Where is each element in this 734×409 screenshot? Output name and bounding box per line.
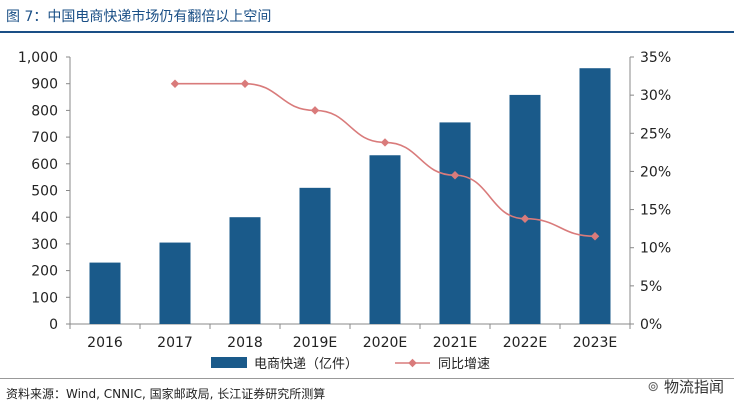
legend-label-bar: 电商快递（亿件）: [254, 357, 358, 372]
wechat-icon: ⊚: [647, 379, 659, 395]
y-right-tick-label: 15%: [640, 203, 671, 219]
y-right-tick-label: 30%: [640, 88, 671, 104]
bar: [90, 263, 121, 324]
y-left-tick-label: 0: [49, 317, 58, 333]
y-left-tick-label: 700: [31, 130, 58, 146]
y-left-tick-label: 100: [31, 290, 58, 306]
y-right-tick-label: 35%: [640, 50, 671, 66]
x-tick-label: 2018: [227, 335, 263, 351]
x-tick-label: 2020E: [363, 335, 407, 351]
y-right-tick-label: 0%: [640, 317, 662, 333]
y-left-tick-label: 500: [31, 184, 58, 200]
bar: [160, 243, 191, 324]
bar: [230, 217, 261, 324]
y-left-tick-label: 400: [31, 210, 58, 226]
y-right-tick-label: 5%: [640, 279, 662, 295]
growth-point: [171, 79, 179, 87]
y-left-tick-label: 300: [31, 237, 58, 253]
x-tick-label: 2023E: [573, 335, 617, 351]
growth-point: [311, 106, 319, 114]
legend-label-line: 同比增速: [438, 357, 490, 372]
growth-point: [241, 79, 249, 87]
bar: [440, 122, 471, 324]
x-tick-label: 2022E: [503, 335, 547, 351]
y-right-tick-label: 20%: [640, 164, 671, 180]
bar: [300, 188, 331, 324]
y-left-tick-label: 800: [31, 103, 58, 119]
source-note: 资料来源：Wind, CNNIC, 国家邮政局, 长江证券研究所测算: [6, 385, 325, 402]
y-left-tick-label: 200: [31, 264, 58, 280]
bar: [370, 155, 401, 324]
x-tick-label: 2017: [157, 335, 193, 351]
legend-swatch-bar: [211, 357, 247, 368]
bar: [580, 68, 611, 324]
y-left-tick-label: 1,000: [18, 50, 58, 66]
x-tick-label: 2019E: [293, 335, 337, 351]
x-tick-label: 2021E: [433, 335, 477, 351]
bar: [510, 95, 541, 324]
legend-swatch-marker: [408, 359, 416, 367]
y-left-tick-label: 900: [31, 77, 58, 93]
growth-point: [381, 138, 389, 146]
watermark: ⊚ 物流指闻: [647, 376, 724, 397]
chart-canvas: 0 100 200 300 400 500 600 700 800 900 1,000 0% 5% 10%…: [0, 0, 734, 378]
y-right-tick-label: 25%: [640, 126, 671, 142]
watermark-text: 物流指闻: [664, 376, 724, 397]
x-tick-label: 2016: [87, 335, 123, 351]
source-divider: [0, 378, 734, 379]
y-right-tick-label: 10%: [640, 241, 671, 257]
y-left-tick-label: 600: [31, 157, 58, 173]
